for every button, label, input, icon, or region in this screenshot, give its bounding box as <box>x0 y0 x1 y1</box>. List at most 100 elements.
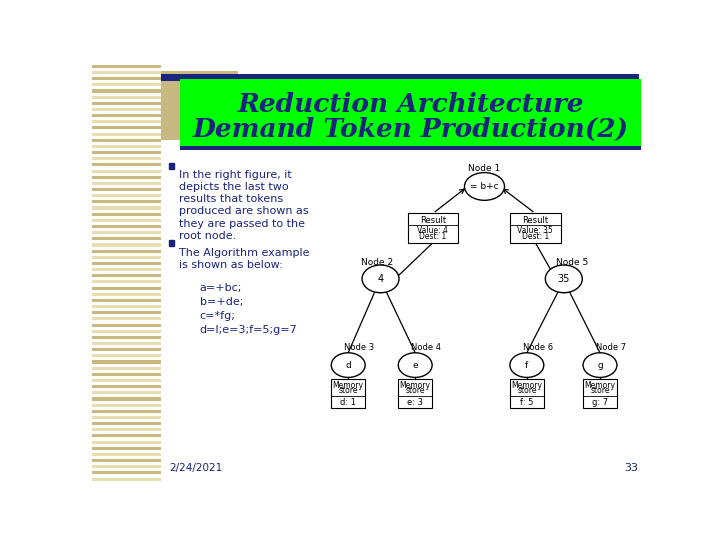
Text: Value: 35: Value: 35 <box>518 226 553 235</box>
Bar <box>168 164 174 168</box>
Text: Dest: 1: Dest: 1 <box>522 232 549 241</box>
Bar <box>92 434 161 437</box>
Bar <box>92 428 161 431</box>
Text: store: store <box>517 386 536 395</box>
Bar <box>92 65 161 68</box>
Text: c=*fg;: c=*fg; <box>199 311 235 321</box>
Bar <box>92 403 161 407</box>
Bar <box>161 71 238 140</box>
Text: Node 4: Node 4 <box>411 343 441 353</box>
Bar <box>92 176 161 179</box>
Text: e: 3: e: 3 <box>408 399 423 407</box>
Bar <box>92 336 161 339</box>
Text: d: d <box>346 361 351 369</box>
Bar <box>92 447 161 450</box>
Bar <box>92 114 161 117</box>
Text: store: store <box>338 386 358 395</box>
Bar <box>92 237 161 240</box>
Text: Result: Result <box>420 216 446 225</box>
Text: Node 3: Node 3 <box>344 343 374 353</box>
Text: Memory: Memory <box>511 381 542 390</box>
Bar <box>92 471 161 475</box>
Bar <box>92 71 161 74</box>
Bar <box>92 132 161 136</box>
Text: g: 7: g: 7 <box>592 399 608 407</box>
Bar <box>92 157 161 160</box>
Bar <box>92 280 161 284</box>
Text: results that tokens: results that tokens <box>179 194 283 204</box>
Bar <box>92 323 161 327</box>
Text: they are passed to the: they are passed to the <box>179 219 305 229</box>
Text: = b+c: = b+c <box>470 182 499 191</box>
Bar <box>92 299 161 302</box>
Text: 35: 35 <box>557 274 570 284</box>
Bar <box>92 311 161 314</box>
Bar <box>92 305 161 308</box>
Bar <box>92 231 161 234</box>
Text: produced are shown as: produced are shown as <box>179 206 308 217</box>
Bar <box>92 77 161 80</box>
Bar <box>180 146 641 150</box>
Bar <box>92 367 161 370</box>
Bar <box>92 249 161 253</box>
Bar <box>92 151 161 154</box>
Text: f: 5: f: 5 <box>520 399 534 407</box>
Bar <box>92 318 161 320</box>
Bar <box>92 145 161 148</box>
Bar <box>92 96 161 99</box>
Text: e: e <box>413 361 418 369</box>
Text: 2/24/2021: 2/24/2021 <box>168 463 222 473</box>
Bar <box>92 126 161 130</box>
Bar <box>180 79 641 146</box>
Ellipse shape <box>510 353 544 377</box>
Bar <box>92 459 161 462</box>
Bar <box>92 397 161 401</box>
Bar <box>92 465 161 468</box>
Text: store: store <box>590 386 610 395</box>
Bar <box>92 244 161 247</box>
Bar <box>92 453 161 456</box>
Text: Node 2: Node 2 <box>361 258 392 267</box>
Bar <box>398 379 432 408</box>
Text: Reduction Architecture: Reduction Architecture <box>238 92 584 117</box>
Text: Result: Result <box>522 216 549 225</box>
Text: Node 6: Node 6 <box>523 343 553 353</box>
Bar <box>92 287 161 289</box>
Bar <box>161 74 639 81</box>
Text: In the right figure, it: In the right figure, it <box>179 170 292 179</box>
Bar <box>92 108 161 111</box>
Bar <box>92 194 161 197</box>
Bar <box>92 330 161 333</box>
Bar <box>408 213 459 242</box>
Bar <box>92 256 161 259</box>
Text: d: 1: d: 1 <box>341 399 356 407</box>
Text: 4: 4 <box>377 274 384 284</box>
Text: Demand Token Production(2): Demand Token Production(2) <box>192 117 629 142</box>
Bar <box>92 441 161 444</box>
Text: b=+de;: b=+de; <box>199 298 243 307</box>
Text: Memory: Memory <box>400 381 431 390</box>
Bar <box>92 219 161 222</box>
Bar <box>92 342 161 345</box>
Text: root node.: root node. <box>179 231 236 241</box>
Ellipse shape <box>583 353 617 377</box>
Bar <box>92 200 161 204</box>
Text: f: f <box>525 361 528 369</box>
Bar <box>92 225 161 228</box>
Bar <box>331 379 365 408</box>
Text: Memory: Memory <box>585 381 616 390</box>
Bar <box>92 188 161 191</box>
Bar <box>92 354 161 357</box>
Ellipse shape <box>331 353 365 377</box>
Ellipse shape <box>464 173 505 200</box>
Bar <box>92 182 161 185</box>
Text: The Algorithm example: The Algorithm example <box>179 248 310 258</box>
Bar <box>92 410 161 413</box>
Bar <box>92 164 161 166</box>
Bar <box>168 240 174 246</box>
Bar <box>92 120 161 123</box>
Text: Node 1: Node 1 <box>469 164 500 173</box>
Bar <box>92 90 161 92</box>
Bar <box>92 274 161 278</box>
Bar <box>92 416 161 419</box>
